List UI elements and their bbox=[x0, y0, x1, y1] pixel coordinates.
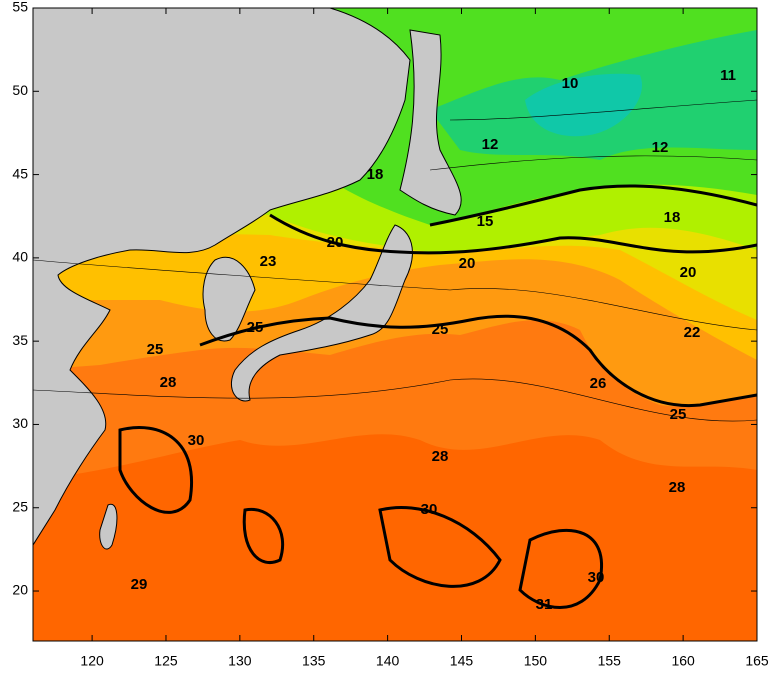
contour-label: 18 bbox=[367, 166, 384, 183]
contour-label: 20 bbox=[459, 255, 476, 272]
x-tick-label: 165 bbox=[745, 653, 769, 669]
contour-label: 30 bbox=[421, 501, 438, 518]
y-tick-label: 30 bbox=[12, 415, 28, 431]
contour-lines bbox=[118, 184, 757, 609]
contour-label: 25 bbox=[147, 341, 164, 358]
contour-label: 20 bbox=[327, 234, 344, 251]
contour-label: 26 bbox=[590, 375, 607, 392]
x-tick-label: 125 bbox=[154, 653, 178, 669]
y-tick-label: 40 bbox=[12, 249, 28, 265]
x-tick-label: 130 bbox=[228, 653, 252, 669]
contour-label: 30 bbox=[188, 432, 205, 449]
land-korea bbox=[202, 256, 256, 342]
y-tick-label: 35 bbox=[12, 332, 28, 348]
contour-label: 25 bbox=[670, 406, 687, 423]
contour-label: 10 bbox=[562, 75, 579, 92]
contour-label: 28 bbox=[432, 448, 449, 465]
y-tick-label: 50 bbox=[12, 82, 28, 98]
contour-label: 11 bbox=[720, 67, 736, 84]
x-tick-label: 140 bbox=[376, 653, 400, 669]
land-japan bbox=[230, 224, 413, 402]
y-tick-label: 25 bbox=[12, 498, 28, 514]
contour-label: 30 bbox=[588, 569, 605, 586]
contour-label: 31 bbox=[536, 596, 553, 613]
contour-label: 25 bbox=[247, 319, 264, 336]
x-tick-label: 120 bbox=[80, 653, 104, 669]
contour-label: 12 bbox=[652, 139, 669, 156]
x-tick-label: 160 bbox=[671, 653, 695, 669]
contour-label: 25 bbox=[432, 321, 449, 338]
land-asia bbox=[33, 8, 411, 546]
contour-label: 18 bbox=[664, 209, 681, 226]
x-tick-label: 155 bbox=[598, 653, 622, 669]
contour-thin bbox=[33, 99, 757, 422]
contour-label: 15 bbox=[477, 213, 494, 230]
temperature-field bbox=[33, 8, 757, 641]
land-hokkaido bbox=[399, 29, 462, 216]
contour-label: 23 bbox=[260, 253, 277, 270]
y-tick-label: 45 bbox=[12, 165, 28, 181]
sea-band-10 bbox=[525, 73, 642, 137]
y-tick-label: 55 bbox=[12, 0, 28, 15]
x-tick-label: 135 bbox=[302, 653, 326, 669]
frame bbox=[32, 7, 758, 642]
contour-label: 20 bbox=[680, 264, 697, 281]
contour-label: 12 bbox=[482, 136, 499, 153]
x-tick-label: 145 bbox=[450, 653, 474, 669]
contour-label: 28 bbox=[160, 374, 177, 391]
contour-label: 28 bbox=[669, 479, 686, 496]
contour-label: 22 bbox=[684, 324, 701, 341]
y-tick-label: 20 bbox=[12, 582, 28, 598]
x-tick-label: 150 bbox=[524, 653, 548, 669]
contour-label: 29 bbox=[131, 576, 148, 593]
land-taiwan bbox=[99, 503, 118, 550]
